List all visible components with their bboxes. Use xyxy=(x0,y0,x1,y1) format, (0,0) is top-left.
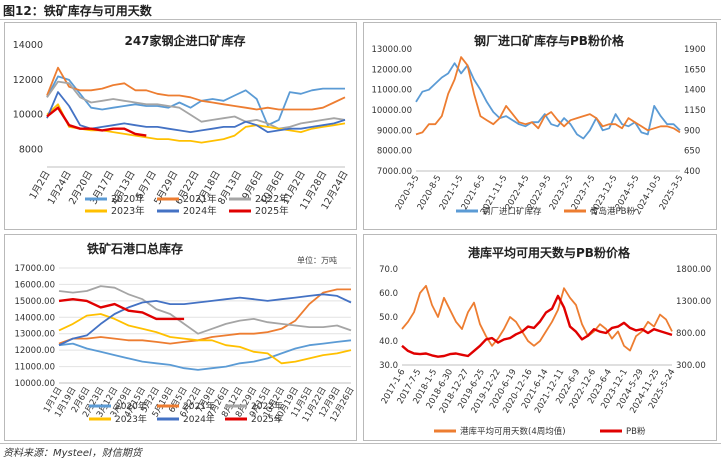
y-tick-label: 70.0 xyxy=(379,265,398,275)
series-line-2022年 xyxy=(58,285,352,335)
y-tick-label: 14000.00 xyxy=(14,313,55,323)
y-tick-label: 60.0 xyxy=(379,289,398,299)
y-tick-label: 10000.00 xyxy=(371,106,412,116)
y2-tick-label: 1400 xyxy=(684,86,706,96)
y2-tick-label: 900 xyxy=(684,126,700,136)
chart-panel-steel-mill-inventory: 247家钢企进口矿库存 8000 10000 12000 14000 1月2日 1月24日 2… xyxy=(4,22,357,230)
legend-label: 2020年 xyxy=(115,400,147,412)
legend-label: 2024年 xyxy=(183,205,217,217)
chart-steel-mill-inventory: 247家钢企进口矿库存80001000012000140001月2日1月24日2… xyxy=(13,33,351,217)
y-tick-label: 7000.00 xyxy=(377,167,412,177)
y2-tick-label: 300.00 xyxy=(676,361,706,371)
chart-panel-port-inventory: 铁矿石港口总库存单位：万吨 10000.00 11000.00 12000.00 130… xyxy=(4,234,357,441)
legend-label: 港库平均可用天数(4周均值) xyxy=(460,426,566,437)
series-line-2023年 xyxy=(58,313,352,365)
series-line-PB粉 xyxy=(401,294,673,358)
legend-label: 2025年 xyxy=(255,205,289,217)
y2-tick-label: 1900 xyxy=(684,45,706,55)
legend-label: 2024年 xyxy=(183,413,215,425)
chart-panel-port-days-vs-pb: 港库平均可用天数与PB粉价格 30.0 40.0 50.0 60.0 70.0 300.00… xyxy=(363,234,717,441)
chart-title: 247家钢企进口矿库存 xyxy=(124,33,245,48)
y-tick-label: 8000 xyxy=(19,145,43,156)
series-line-2024年 xyxy=(46,91,346,133)
y-tick-label: 8000.00 xyxy=(377,147,412,157)
series-line-港库平均可用天数(4周均值) xyxy=(401,284,673,352)
y2-tick-label: 1150 xyxy=(684,106,706,116)
series-line-2024年 xyxy=(58,293,352,347)
y2-tick-label: 1300.00 xyxy=(676,297,711,307)
y-tick-label: 12000.00 xyxy=(371,65,412,75)
y-tick-label: 15000.00 xyxy=(14,297,55,307)
chart-panel-steel-mill-vs-pb: 钢厂进口矿库存与PB粉价格 7000.00 8000.00 9000.00 10000.… xyxy=(363,22,717,230)
y2-tick-label: 650 xyxy=(684,147,700,157)
series-line-2021年 xyxy=(46,66,346,111)
chart-title: 钢厂进口矿库存与PB粉价格 xyxy=(474,33,625,48)
y-tick-label: 10000 xyxy=(13,110,43,121)
legend-label: 2020年 xyxy=(111,193,145,205)
legend-label: 青岛港PB粉 xyxy=(590,206,635,217)
y-tick-label: 13000.00 xyxy=(14,330,55,340)
legend-label: 2023年 xyxy=(111,205,145,217)
legend-label: 钢厂进口矿库存 xyxy=(482,206,542,217)
series-line-2021年 xyxy=(58,288,351,345)
chart-title: 港库平均可用天数与PB粉价格 xyxy=(468,245,631,260)
y-tick-label: 30.0 xyxy=(379,361,398,371)
legend-label: PB粉 xyxy=(626,426,646,437)
series-line-青岛港PB粉 xyxy=(415,56,681,136)
y-tick-label: 16000.00 xyxy=(14,280,55,290)
series-line-2025年 xyxy=(58,297,185,321)
top-divider xyxy=(0,19,721,20)
legend-label: 2021年 xyxy=(183,400,215,412)
y2-tick-label: 1650 xyxy=(684,65,706,75)
y-tick-label: 40.0 xyxy=(379,337,398,347)
source-note: 资料来源：Mysteel，财信期货 xyxy=(3,448,142,459)
legend-label: 2021年 xyxy=(183,193,217,205)
y-tick-label: 14000 xyxy=(13,40,43,51)
legend-label: 2025年 xyxy=(251,413,283,425)
chart-title: 铁矿石港口总库存 xyxy=(87,241,183,256)
y2-tick-label: 1800.00 xyxy=(676,265,711,275)
unit-label: 单位：万吨 xyxy=(297,255,337,265)
figure-title: 图12：铁矿库存与可用天数 xyxy=(3,4,152,18)
y2-tick-label: 400 xyxy=(684,167,700,177)
series-line-2025年 xyxy=(46,106,147,137)
series-line-2020年 xyxy=(46,75,345,127)
y-tick-label: 12000.00 xyxy=(14,346,55,356)
y2-tick-label: 800.00 xyxy=(676,329,706,339)
chart-port-days-vs-pb: 港库平均可用天数与PB粉价格 30.0 40.0 50.0 60.0 70.0 300.00… xyxy=(379,245,711,437)
series-line-2022年 xyxy=(46,80,346,130)
chart-steel-mill-vs-pb: 钢厂进口矿库存与PB粉价格 7000.00 8000.00 9000.00 10000.… xyxy=(371,33,706,217)
legend-label: 2022年 xyxy=(251,400,283,412)
legend-label: 2022年 xyxy=(255,193,289,205)
bottom-divider xyxy=(0,443,721,444)
y-tick-label: 17000.00 xyxy=(14,264,55,274)
y-tick-label: 50.0 xyxy=(379,313,398,323)
legend-label: 2023年 xyxy=(115,413,147,425)
y-tick-label: 10000.00 xyxy=(14,379,55,389)
y-tick-label: 11000.00 xyxy=(371,86,412,96)
y-tick-label: 9000.00 xyxy=(377,126,412,136)
y-tick-label: 12000 xyxy=(13,75,43,86)
y-tick-label: 13000.00 xyxy=(371,45,412,55)
series-line-2020年 xyxy=(58,339,352,371)
y-tick-label: 11000.00 xyxy=(14,363,55,373)
